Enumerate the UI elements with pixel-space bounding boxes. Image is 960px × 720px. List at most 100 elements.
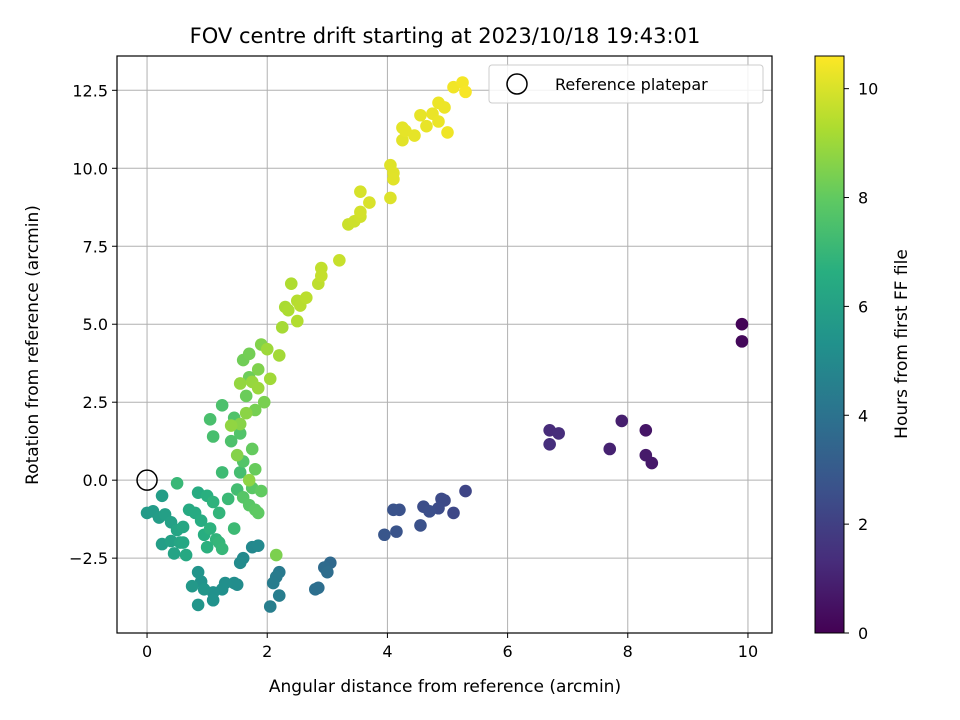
- data-point: [281, 303, 295, 317]
- colorbar-gradient: [814, 55, 845, 634]
- y-axis: −2.5 0.0 2.5 5.0 7.5 10.0 12.5: [69, 81, 117, 568]
- data-point: [251, 381, 265, 395]
- data-point: [441, 126, 454, 139]
- legend-reference-marker: [506, 73, 528, 95]
- data-point: [420, 119, 433, 133]
- data-point: [290, 314, 304, 328]
- data-point: [299, 291, 313, 305]
- data-point: [212, 506, 226, 520]
- colorbar-tick-label: 8: [858, 189, 868, 208]
- chart-title: FOV centre drift starting at 2023/10/18 …: [190, 24, 701, 48]
- data-point: [315, 269, 328, 283]
- data-point: [239, 406, 253, 420]
- colorbar-ticks: 0 2 4 6 8 10: [844, 80, 878, 643]
- data-point: [639, 448, 653, 462]
- plot-frame: [116, 55, 773, 634]
- x-tick-label: 6: [503, 642, 513, 661]
- data-point: [224, 419, 238, 432]
- y-tick-label: 12.5: [72, 81, 108, 100]
- data-point: [170, 476, 184, 490]
- data-point: [224, 434, 238, 448]
- data-point: [200, 540, 214, 554]
- data-point: [245, 442, 259, 456]
- colorbar-tick-label: 2: [858, 515, 868, 534]
- data-point: [272, 349, 286, 362]
- data-point: [408, 129, 421, 142]
- data-point: [215, 542, 229, 556]
- data-point: [459, 85, 472, 99]
- y-tick-label: 5.0: [83, 315, 108, 334]
- x-tick-label: 0: [142, 642, 152, 661]
- data-point: [176, 520, 190, 534]
- data-point: [185, 579, 199, 593]
- data-point: [269, 548, 283, 562]
- data-point: [354, 185, 367, 198]
- y-tick-label: 10.0: [72, 159, 108, 178]
- data-point: [333, 253, 346, 267]
- data-point: [179, 548, 193, 562]
- data-point: [384, 191, 397, 205]
- data-point: [447, 506, 460, 520]
- y-tick-label: 2.5: [83, 393, 108, 412]
- data-point: [251, 539, 265, 552]
- colorbar-label: Hours from first FF file: [892, 249, 912, 439]
- data-point: [432, 115, 445, 128]
- data-point: [423, 505, 436, 518]
- data-point: [275, 321, 289, 334]
- data-point: [272, 589, 286, 602]
- data-point: [206, 593, 220, 607]
- data-point: [155, 489, 169, 503]
- data-point: [248, 462, 262, 476]
- data-point: [263, 372, 277, 386]
- colorbar-tick-label: 10: [858, 80, 878, 99]
- data-point: [387, 503, 400, 517]
- data-point: [206, 495, 220, 509]
- data-point: [221, 492, 235, 506]
- data-point: [167, 547, 181, 560]
- x-tick-label: 10: [738, 642, 758, 661]
- data-point: [603, 442, 617, 456]
- data-point: [215, 399, 229, 412]
- colorbar-tick-label: 0: [858, 624, 868, 643]
- colorbar-tick-label: 6: [858, 297, 868, 316]
- data-point: [233, 466, 247, 479]
- data-point: [242, 347, 256, 361]
- data-point: [203, 522, 217, 535]
- x-axis: 0 2 4 6 8 10: [142, 633, 758, 661]
- y-tick-label: −2.5: [69, 549, 108, 568]
- data-point: [251, 363, 265, 376]
- legend-box: [488, 64, 764, 104]
- data-point: [414, 519, 427, 532]
- data-point: [233, 556, 247, 570]
- data-point: [233, 427, 247, 440]
- data-point: [176, 536, 190, 549]
- x-tick-label: 8: [623, 642, 633, 661]
- data-point: [615, 414, 629, 428]
- data-point: [215, 466, 229, 479]
- data-point: [227, 576, 241, 590]
- data-point: [552, 427, 565, 440]
- data-point: [203, 413, 217, 426]
- data-point: [263, 600, 277, 613]
- data-point: [206, 430, 220, 443]
- y-tick-label: 0.0: [83, 471, 108, 490]
- data-point: [543, 438, 556, 451]
- data-point: [363, 196, 376, 209]
- legend-label: Reference platepar: [555, 75, 708, 94]
- data-point: [284, 277, 298, 290]
- data-point: [354, 205, 367, 219]
- data-point: [309, 583, 322, 596]
- data-point: [197, 583, 211, 596]
- data-points: [140, 76, 749, 613]
- data-point: [735, 317, 749, 331]
- data-point: [191, 598, 205, 612]
- data-point: [266, 576, 280, 590]
- colorbar: 0 2 4 6 8 10 Hours from first FF file: [814, 55, 912, 643]
- data-point: [321, 565, 334, 579]
- data-point: [387, 172, 400, 186]
- data-point: [191, 565, 205, 579]
- data-point: [254, 484, 268, 498]
- data-point: [639, 423, 653, 437]
